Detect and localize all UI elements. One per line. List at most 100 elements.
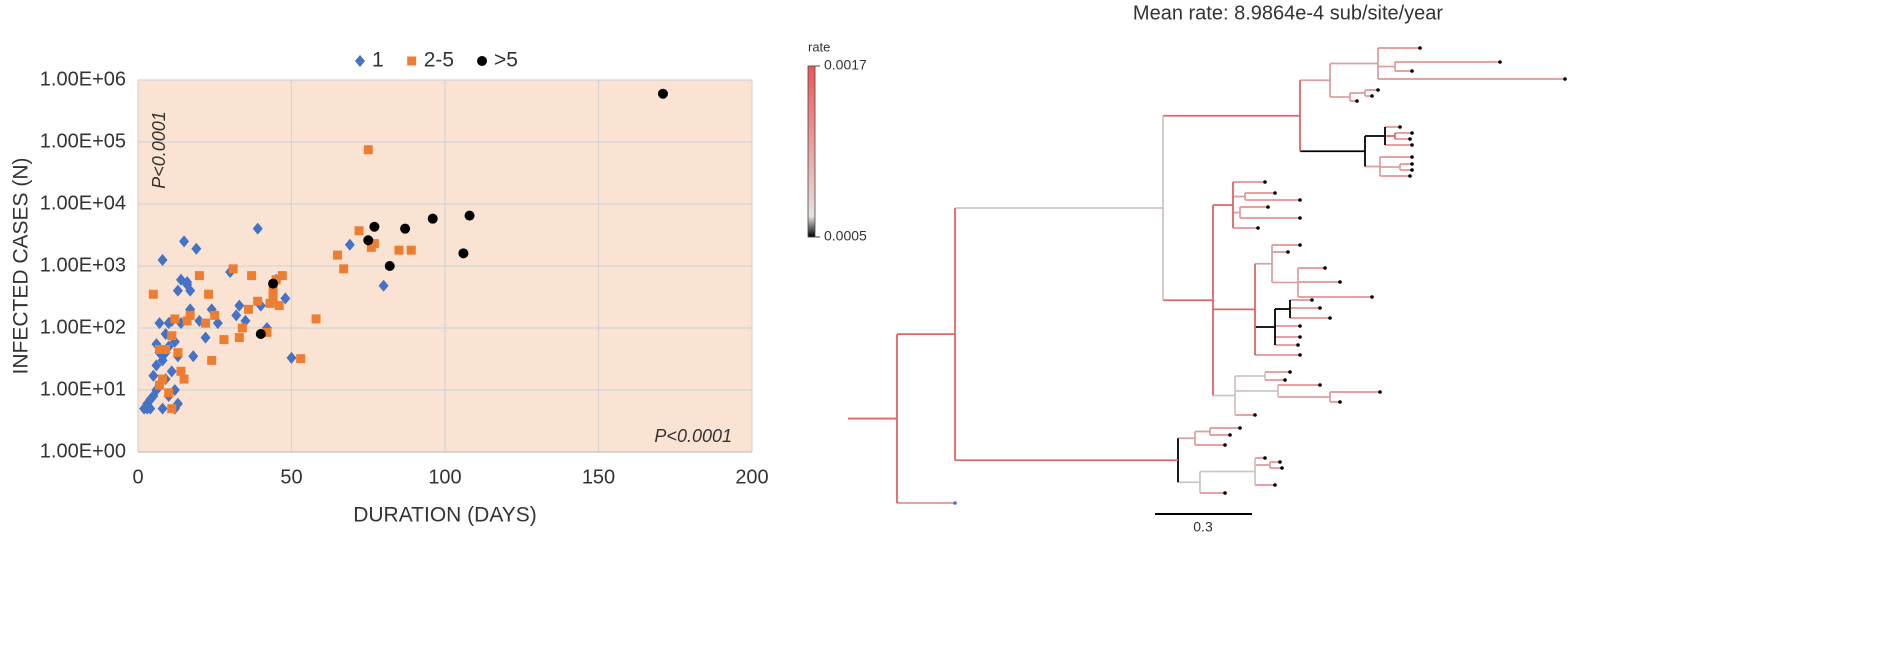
marker-square — [394, 245, 404, 255]
marker-square — [234, 333, 244, 343]
leaf-tip — [1280, 466, 1284, 470]
x-axis-title: DURATION (DAYS) — [353, 504, 537, 527]
leaf-tip — [1378, 390, 1382, 394]
leaf-tip — [1278, 460, 1282, 464]
marker-square — [161, 345, 171, 355]
marker-diamond — [286, 351, 297, 364]
leaf-tip — [1298, 335, 1302, 339]
marker-square — [182, 316, 192, 326]
leaf-tip — [1298, 243, 1302, 247]
marker-square — [170, 314, 180, 324]
leaf-tip — [1410, 69, 1414, 73]
leaf-tip — [1563, 77, 1567, 81]
leaf-tip — [1266, 205, 1270, 209]
marker-square — [154, 345, 164, 355]
marker-square — [296, 354, 306, 364]
marker-square — [201, 318, 211, 328]
leaf-tip — [1328, 316, 1332, 320]
leaf-tip — [1273, 483, 1277, 487]
marker-square — [268, 293, 278, 303]
marker-square — [179, 374, 189, 384]
y-tick-label: 1.00E+00 — [40, 440, 126, 462]
y-tick-label: 1.00E+04 — [40, 192, 126, 214]
leaf-tip — [1318, 383, 1322, 387]
leaf-tip — [1410, 168, 1414, 172]
y-tick-label: 1.00E+05 — [40, 130, 126, 152]
colorbar — [807, 65, 816, 238]
marker-circle — [255, 329, 266, 340]
leaf-tip — [1323, 266, 1327, 270]
marker-square — [339, 264, 349, 274]
leaf-tip — [1355, 99, 1359, 103]
legend-label: >5 — [494, 49, 518, 72]
leaf-tip — [1256, 226, 1260, 230]
marker-diamond — [191, 242, 202, 255]
leaf-tip — [1318, 306, 1322, 310]
marker-square — [265, 298, 275, 308]
leaf-tip — [1398, 125, 1402, 129]
marker-circle — [427, 213, 438, 224]
marker-diamond — [231, 309, 242, 322]
leaf-tip — [1223, 491, 1227, 495]
leaf-tip — [1298, 353, 1302, 357]
legend-marker — [355, 55, 365, 67]
marker-square — [207, 355, 217, 365]
leaf-tip — [1310, 298, 1314, 302]
leaf-tip — [953, 501, 957, 505]
x-tick-label: 100 — [428, 466, 461, 488]
marker-diamond — [252, 222, 263, 235]
x-tick-label: 200 — [735, 466, 768, 488]
marker-square — [219, 335, 229, 345]
leaf-tip — [1498, 60, 1502, 64]
marker-square — [173, 348, 183, 358]
leaf-tip — [1296, 343, 1300, 347]
marker-diamond — [157, 402, 168, 415]
marker-diamond — [148, 369, 159, 382]
marker-circle — [384, 261, 395, 271]
marker-square — [406, 245, 416, 255]
leaf-tip — [1418, 46, 1422, 50]
marker-circle — [400, 223, 411, 234]
y-axis-title: INFECTED CASES (N) — [10, 157, 33, 374]
marker-square — [247, 271, 257, 281]
marker-square — [262, 327, 272, 337]
marker-square — [158, 374, 168, 384]
leaf-tip — [1370, 94, 1374, 98]
leaf-tip — [1228, 433, 1232, 437]
marker-diamond — [344, 238, 355, 251]
marker-square — [311, 314, 321, 324]
marker-square — [228, 264, 238, 274]
marker-square — [204, 289, 214, 299]
marker-square — [210, 310, 220, 320]
leaf-tip — [1298, 216, 1302, 220]
leaf-tip — [1263, 180, 1267, 184]
x-tick-label: 150 — [582, 466, 615, 488]
scale-bar-label: 0.3 — [1193, 519, 1213, 535]
marker-diamond — [166, 365, 177, 378]
leaf-tip — [1283, 378, 1287, 382]
marker-diamond — [182, 276, 193, 289]
x-tick-label: 50 — [280, 466, 302, 488]
leaf-tip — [1376, 88, 1380, 92]
marker-square — [277, 271, 287, 281]
marker-circle — [268, 278, 279, 289]
tree-chart: Mean rate: 8.9864e-4 sub/site/year rate 0.… — [807, 2, 1567, 535]
legend-label: 2-5 — [424, 49, 454, 72]
leaf-tip — [1253, 413, 1257, 417]
leaf-tip — [1370, 295, 1374, 299]
marker-square — [244, 304, 254, 314]
marker-square — [167, 404, 177, 414]
leaf-tip — [1408, 174, 1412, 178]
leaf-tip — [1410, 131, 1414, 135]
marker-diamond — [154, 317, 165, 330]
leaf-tip — [1338, 400, 1342, 404]
leaf-tip — [1286, 250, 1290, 254]
legend-marker — [407, 56, 417, 66]
colorbar-tick-label: 0.0017 — [824, 57, 867, 73]
marker-circle — [458, 248, 469, 259]
marker-square — [253, 296, 263, 306]
marker-square — [333, 250, 343, 260]
marker-circle — [363, 235, 374, 246]
leaf-tip — [1288, 370, 1292, 374]
